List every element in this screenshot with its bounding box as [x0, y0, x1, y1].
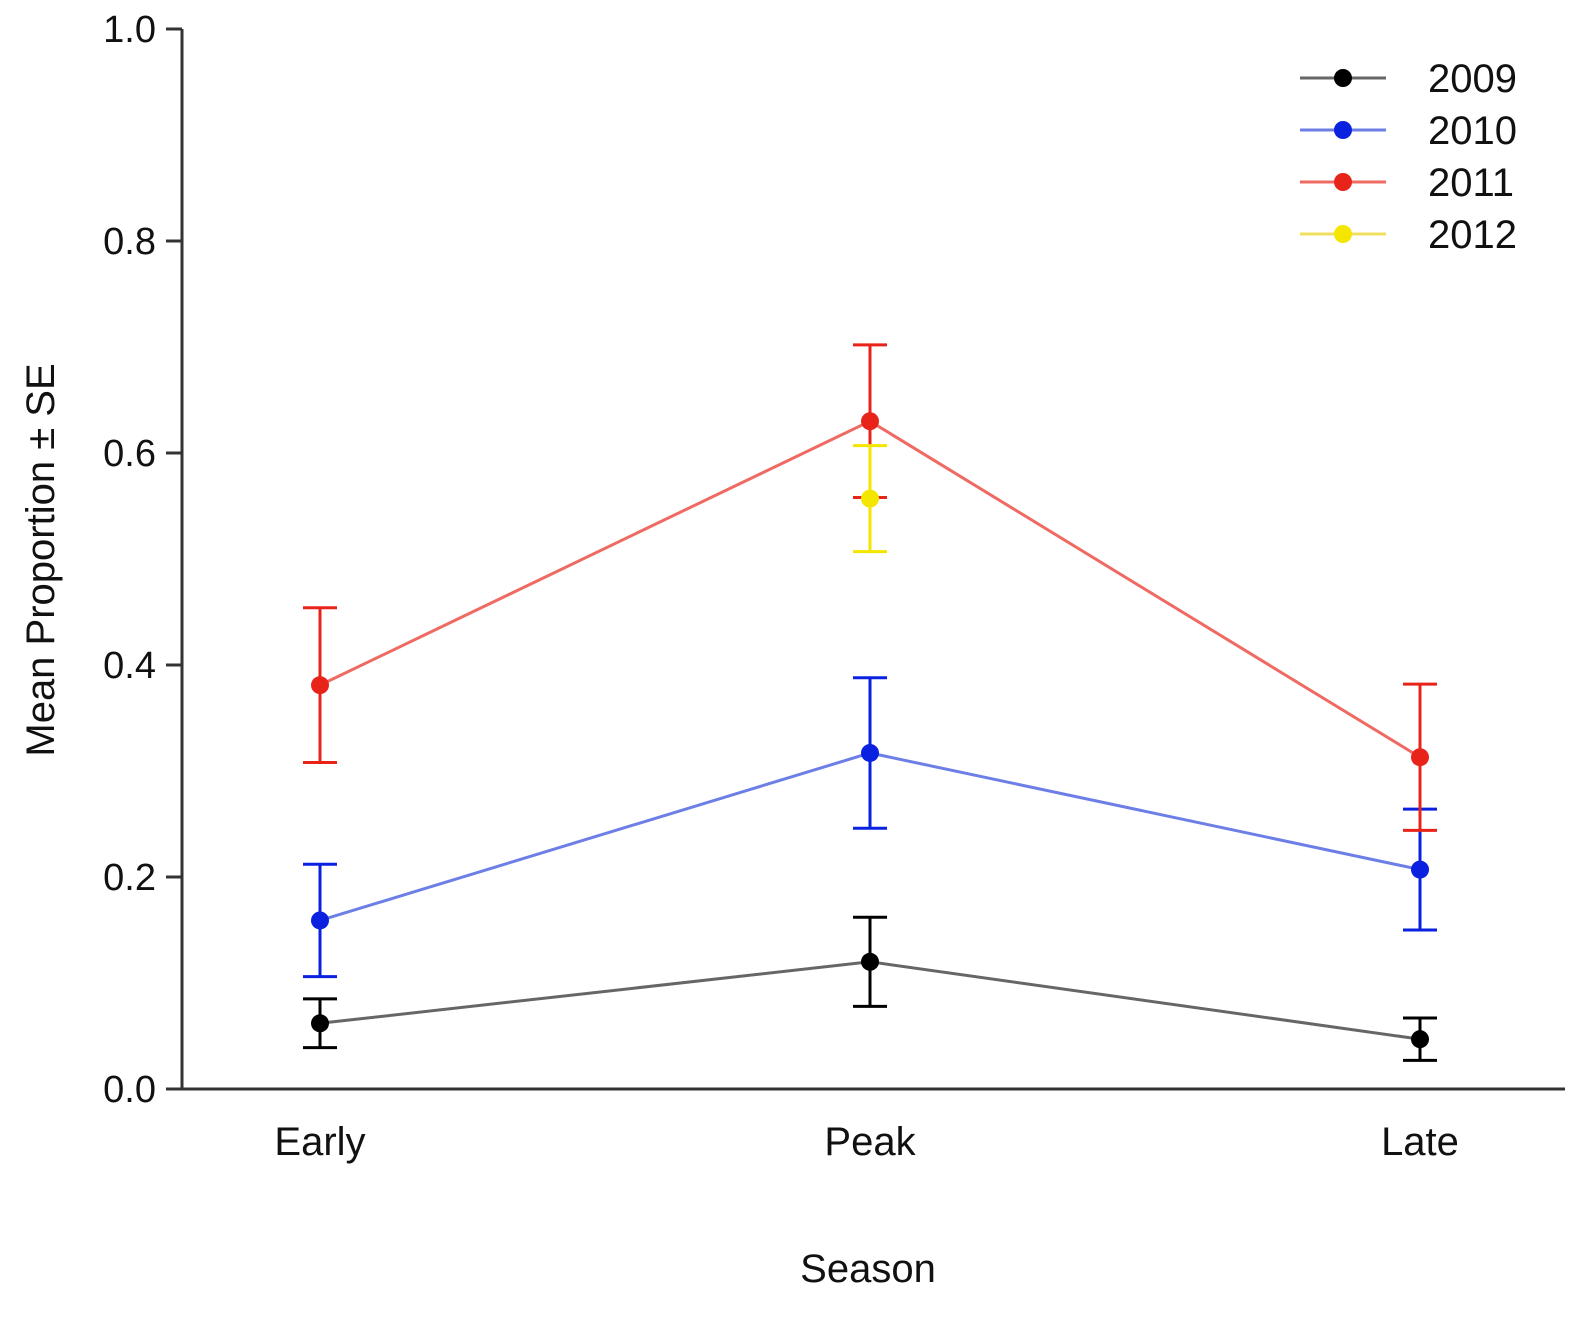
- data-point-2010-late: [1411, 860, 1429, 879]
- y-tick-label-5: 1.0: [103, 9, 156, 51]
- y-tick-label-4: 0.8: [103, 221, 156, 263]
- y-tick-label-1: 0.2: [103, 857, 156, 899]
- series-2009: [303, 915, 1437, 1062]
- y-axis-ticks: 0.0 0.2 0.4 0.6 0.8 1.0: [103, 9, 182, 1111]
- y-tick-label-0: 0.0: [103, 1069, 156, 1111]
- legend-swatch-marker: [1334, 225, 1352, 243]
- data-point-2011-peak: [861, 412, 879, 431]
- data-point-2010-early: [311, 911, 329, 930]
- data-point-2012-peak: [861, 489, 879, 508]
- axes: 0.0 0.2 0.4 0.6 0.8 1.0 Early Peak Late: [103, 9, 1565, 1164]
- y-tick-label-3: 0.6: [103, 433, 156, 475]
- legend-label-2011: 2011: [1428, 161, 1514, 205]
- legend-item-2012: 2012: [1300, 213, 1517, 257]
- data-point-2010-peak: [861, 743, 879, 762]
- legend: 2009 2010 2011 2012: [1300, 57, 1517, 257]
- legend-item-2009: 2009: [1300, 57, 1517, 101]
- x-tick-label-peak: Peak: [824, 1120, 916, 1164]
- data-point-2009-peak: [861, 952, 879, 971]
- data-point-2011-late: [1411, 748, 1429, 767]
- x-axis-title: Season: [800, 1247, 936, 1291]
- y-tick-label-2: 0.4: [103, 645, 156, 687]
- data-point-2011-early: [311, 676, 329, 695]
- legend-swatch-marker: [1334, 173, 1352, 191]
- legend-swatch-marker: [1334, 121, 1352, 139]
- series-layer: [303, 343, 1437, 1062]
- x-tick-label-early: Early: [274, 1120, 365, 1164]
- data-point-2009-early: [311, 1014, 329, 1033]
- series-2012: [853, 444, 887, 554]
- legend-label-2010: 2010: [1428, 109, 1517, 153]
- legend-item-2010: 2010: [1300, 109, 1517, 153]
- legend-label-2009: 2009: [1428, 57, 1517, 101]
- data-point-2009-late: [1411, 1030, 1429, 1049]
- x-axis-ticks: Early Peak Late: [274, 1120, 1459, 1164]
- legend-swatch-marker: [1334, 69, 1352, 87]
- legend-label-2012: 2012: [1428, 213, 1517, 257]
- x-tick-label-late: Late: [1381, 1120, 1459, 1164]
- y-axis-title: Mean Proportion ± SE: [19, 363, 63, 756]
- legend-item-2011: 2011: [1300, 161, 1514, 205]
